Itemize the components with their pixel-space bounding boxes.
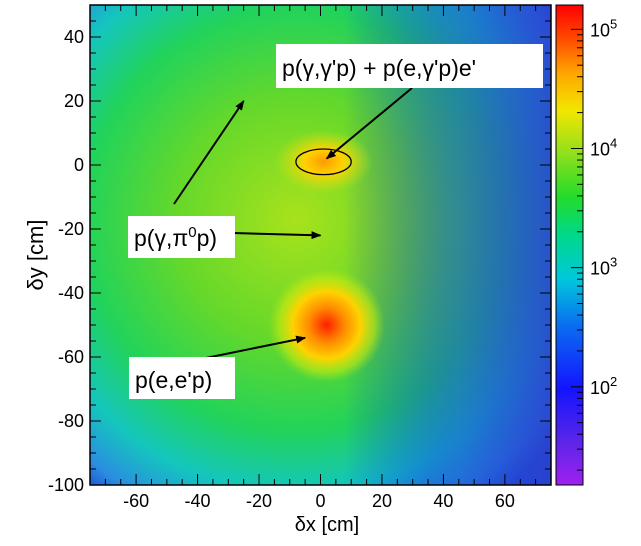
x-tick-label: -20: [246, 491, 272, 511]
peak-lower: [268, 267, 386, 383]
annotation-box: [129, 357, 235, 399]
peak-layer: [268, 129, 386, 383]
annotation-labels: p(γ,γ'p) + p(e,γ'p)e' p(γ,π0p) p(e,e'p): [128, 44, 543, 399]
x-tick-label: 40: [433, 491, 453, 511]
y-axis-title: δy [cm]: [23, 220, 48, 291]
annotation-arrow: [325, 87, 413, 160]
x-tick-label: 60: [495, 491, 515, 511]
annotation-label: p(γ,γ'p) + p(e,γ'p)e': [282, 55, 476, 81]
x-axis-title: δx [cm]: [295, 514, 359, 536]
color-scale-tick-label: 105: [590, 16, 617, 40]
x-tick-label: 20: [372, 491, 392, 511]
x-axis: -60 -40 -20 0 20 40 60: [104, 5, 537, 511]
annotation-arrow: [232, 231, 322, 240]
y-tick-label: -20: [58, 219, 84, 239]
x-tick-label: -40: [185, 491, 211, 511]
annotation-arrows: [173, 87, 413, 361]
x-tick-label: 0: [315, 491, 325, 511]
y-tick-label: 40: [64, 27, 84, 47]
ellipse-layer: [295, 148, 352, 176]
peak-upper: [274, 129, 373, 194]
y-tick-label: -40: [58, 283, 84, 303]
annotation-arrow: [195, 335, 307, 361]
annotation-label: p(γ,π0p): [134, 224, 217, 251]
annotation-box: [276, 44, 543, 88]
color-scale-axis: 102 103 104 105: [571, 16, 617, 471]
annotation-box: [128, 216, 235, 258]
y-tick-label: -60: [58, 347, 84, 367]
color-scale-tick-label: 103: [590, 255, 617, 279]
color-scale-tick-label: 104: [590, 135, 617, 159]
annotation-arrow: [173, 100, 245, 205]
y-tick-label: -100: [48, 475, 84, 495]
y-tick-label: 20: [64, 91, 84, 111]
y-tick-label: 0: [74, 155, 84, 175]
annotation-label: p(e,e'p): [135, 367, 212, 393]
color-scale-tick-label: 102: [590, 374, 617, 398]
x-tick-label: -60: [123, 491, 149, 511]
y-tick-label: -80: [58, 411, 84, 431]
y-axis: 40 20 0 -20 -40 -60 -80 -100: [48, 4, 551, 495]
highlight-ellipse: [295, 148, 352, 176]
